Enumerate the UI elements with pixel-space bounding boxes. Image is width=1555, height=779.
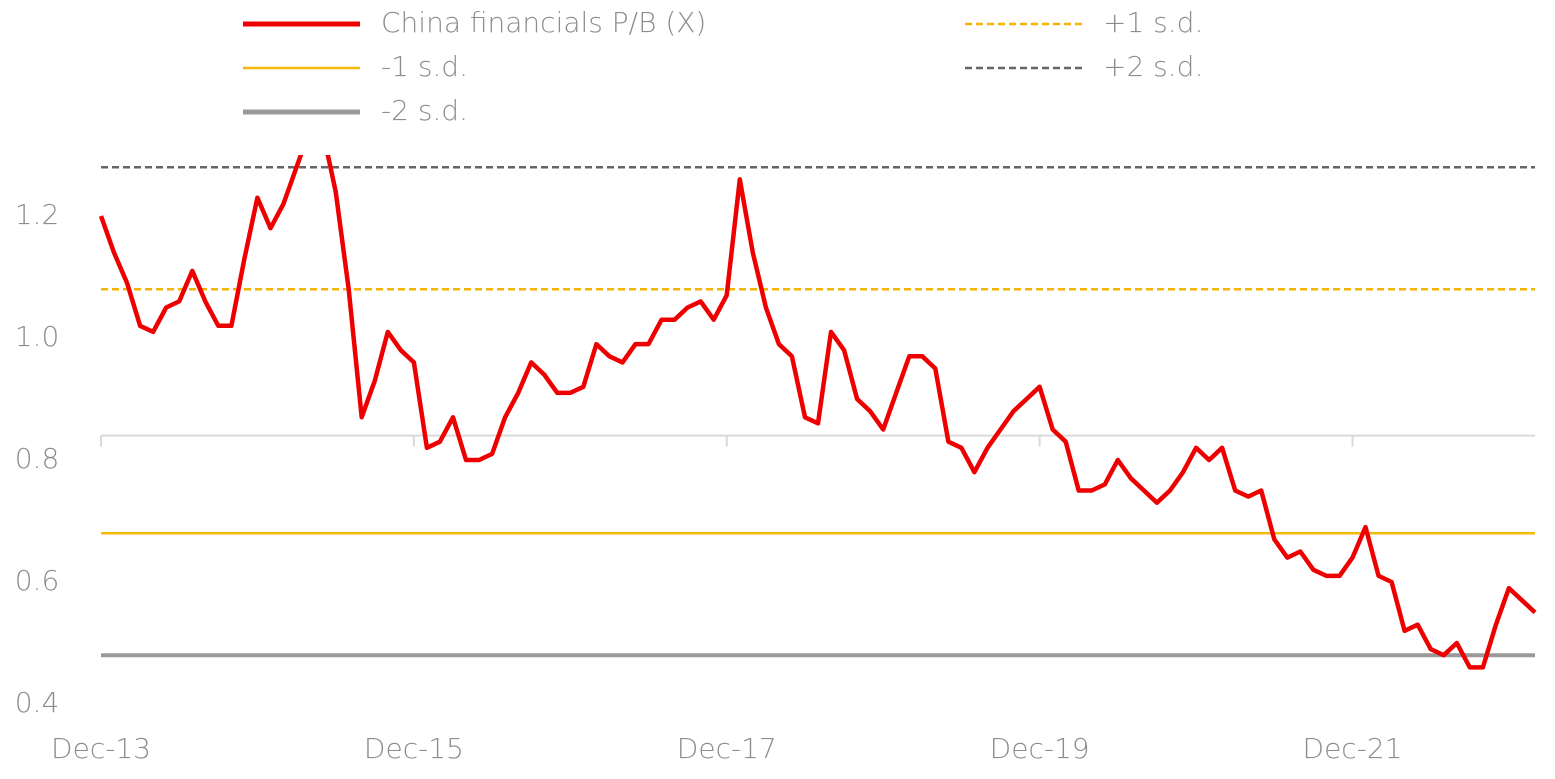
legend-label: -2 s.d. — [381, 94, 468, 127]
x-tick-label: Dec-17 — [677, 732, 777, 765]
x-tick-label: Dec-21 — [1303, 732, 1403, 765]
y-tick-label: 1.2 — [15, 198, 60, 231]
data-line — [98, 155, 1537, 670]
y-tick-label: 0.6 — [15, 564, 60, 597]
legend-label: +1 s.d. — [1103, 6, 1203, 39]
x-tick-label: Dec-19 — [990, 732, 1090, 765]
x-tick-label: Dec-13 — [51, 732, 151, 765]
legend-label: China financials P/B (X) — [381, 6, 706, 39]
y-tick-label: 0.4 — [15, 686, 60, 719]
legend-label: -1 s.d. — [381, 50, 468, 83]
y-tick-label: 1.0 — [15, 320, 60, 353]
y-tick-label: 0.8 — [15, 442, 60, 475]
legend-label: +2 s.d. — [1103, 50, 1203, 83]
x-tick-label: Dec-15 — [364, 732, 464, 765]
